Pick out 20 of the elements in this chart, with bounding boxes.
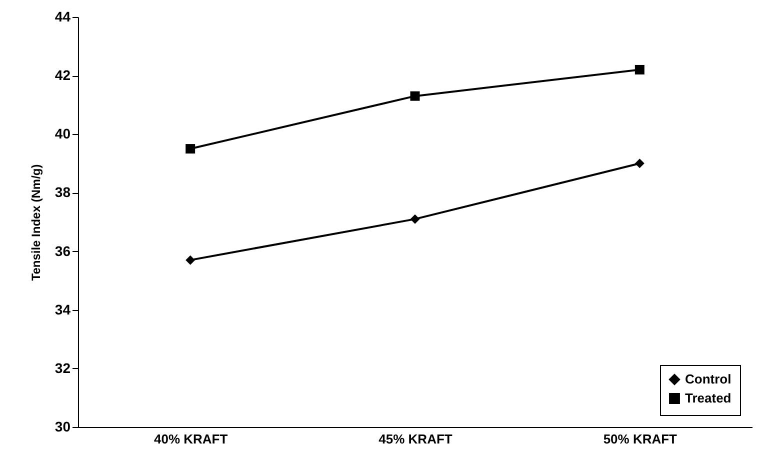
y-tick-label: 44 — [54, 8, 71, 24]
y-tick-label: 32 — [54, 360, 71, 376]
y-tick-label: 40 — [54, 126, 71, 142]
x-tick-label: 50% KRAFT — [603, 432, 678, 446]
point — [410, 214, 420, 224]
point — [186, 255, 196, 265]
point — [634, 64, 644, 74]
legend-label: Treated — [685, 390, 732, 406]
y-tick-label: 30 — [54, 418, 71, 434]
y-tick-label: 38 — [54, 184, 71, 200]
legend-label: Control — [685, 372, 732, 386]
x-tick-label: 45% KRAFT — [378, 432, 452, 446]
y-tick-label: 42 — [54, 67, 71, 84]
point — [186, 144, 196, 154]
point — [634, 158, 644, 168]
x-tick-label: 40% KRAFT — [154, 432, 228, 446]
y-tick-label: 36 — [54, 242, 71, 259]
point — [410, 91, 420, 101]
y-tick-label: 34 — [54, 301, 71, 318]
y-axis-title: Tensile Index (Nm/g) — [28, 164, 43, 281]
